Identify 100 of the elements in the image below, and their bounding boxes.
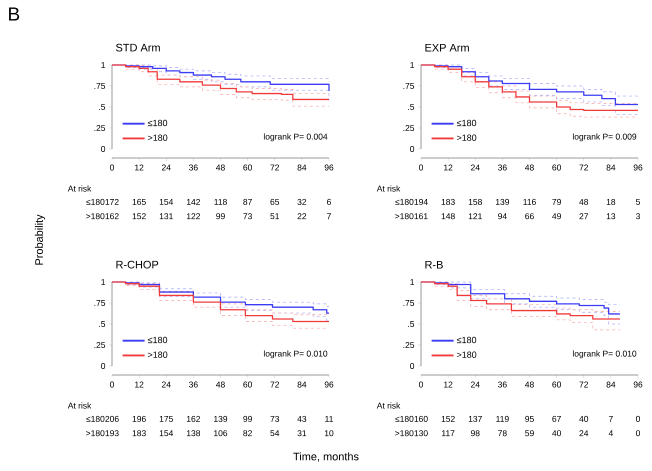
y-tick-label: 1 (101, 279, 106, 285)
x-tick-label: 72 (579, 164, 588, 170)
y-tick-label: .25 (94, 125, 106, 131)
text: 183 (132, 430, 146, 436)
x-tick-label: 72 (579, 382, 588, 388)
legend-label: >180 (456, 134, 476, 141)
text: At risk (68, 402, 92, 409)
x-tick-label: 12 (135, 382, 144, 388)
text: 73 (270, 416, 280, 422)
y-tick-label: 0 (101, 146, 106, 152)
text: 54 (270, 430, 280, 436)
text: 175 (160, 416, 173, 422)
y-tick-label: .25 (403, 125, 414, 131)
x-tick-label: 72 (270, 382, 280, 388)
y-tick-label: 1 (101, 62, 106, 68)
y-tick-label: 0 (410, 146, 414, 152)
y-tick-label: 1 (410, 279, 414, 285)
text: 193 (106, 430, 119, 436)
text: 82 (243, 430, 252, 436)
text: 13 (606, 213, 616, 220)
text: 7 (608, 416, 613, 422)
x-tick-label: 12 (444, 164, 452, 170)
text: 162 (106, 213, 119, 220)
y-tick-label: .25 (403, 342, 414, 348)
text: 94 (498, 213, 507, 220)
text: 31 (297, 430, 306, 436)
x-tick-label: 0 (418, 164, 424, 171)
x-tick-label: 12 (444, 382, 452, 388)
text: 4 (608, 430, 613, 436)
text: B (9, 8, 20, 21)
x-tick-label: 48 (216, 382, 225, 388)
text: >180 (395, 430, 414, 436)
x-tick-label: 48 (524, 382, 534, 388)
y-tick-label: .75 (94, 300, 106, 306)
chart-title: STD Arm (116, 44, 160, 52)
text: 24 (579, 430, 588, 436)
chart-title: R-CHOP (116, 260, 158, 269)
y-tick-label: 0 (410, 363, 414, 369)
x-tick-label: 60 (243, 382, 252, 388)
text: 116 (523, 198, 536, 205)
x-tick-label: 96 (324, 164, 334, 171)
x-tick-label: 36 (498, 382, 507, 388)
text: 152 (442, 416, 455, 422)
text: 87 (243, 198, 252, 205)
legend-label: >180 (148, 352, 168, 358)
text: 130 (414, 430, 428, 436)
text: 194 (414, 198, 428, 205)
text: 152 (132, 213, 146, 220)
x-tick-label: 72 (270, 164, 280, 170)
x-tick-label: 60 (552, 382, 561, 388)
text: At risk (68, 185, 92, 192)
text: 11 (325, 416, 333, 422)
text: 142 (186, 198, 200, 205)
text: 99 (243, 416, 252, 422)
text: 160 (414, 416, 428, 422)
text: 183 (442, 198, 455, 205)
text: 131 (160, 213, 173, 220)
x-tick-label: 0 (110, 382, 114, 388)
text: 139 (496, 198, 510, 205)
x-tick-label: 24 (162, 382, 171, 388)
annotation: logrank P= 0.009 (572, 133, 636, 142)
annotation: logrank P= 0.010 (264, 350, 328, 358)
x-tick-label: 96 (634, 164, 642, 171)
text: 137 (468, 416, 482, 422)
x-tick-label: 0 (418, 382, 424, 388)
text: 67 (552, 416, 561, 422)
legend-label: ≤180 (148, 336, 168, 344)
annotation: logrank P= 0.010 (572, 350, 636, 358)
x-tick-label: 60 (243, 164, 252, 171)
text: 95 (525, 416, 534, 422)
text: 3 (636, 213, 640, 220)
x-tick-label: 12 (135, 164, 144, 170)
x-tick-label: 36 (188, 164, 198, 171)
text: 73 (243, 213, 252, 220)
x-axis-title: Time, months (293, 452, 359, 462)
text: 48 (579, 198, 588, 205)
text: 172 (106, 198, 119, 205)
text: 106 (214, 430, 228, 436)
text: >180 (86, 213, 104, 220)
y-tick-label: .75 (403, 83, 414, 89)
x-tick-label: 36 (188, 382, 198, 388)
y-tick-label: .5 (408, 321, 414, 327)
x-tick-label: 60 (552, 164, 561, 171)
y-tick-label: .25 (94, 342, 106, 348)
x-tick-label: 84 (298, 164, 306, 171)
text: 161 (414, 213, 428, 220)
text: 122 (186, 213, 200, 220)
text: 154 (160, 430, 174, 436)
text: 79 (552, 198, 561, 205)
x-tick-label: 48 (216, 164, 225, 171)
text: 0 (636, 430, 640, 436)
x-tick-label: 48 (524, 164, 534, 171)
text: 158 (468, 198, 482, 205)
legend-label: ≤180 (148, 120, 168, 126)
text: 121 (468, 213, 482, 220)
y-tick-label: .75 (403, 300, 414, 306)
text: ≤180 (395, 198, 414, 205)
text: 6 (327, 198, 331, 205)
text: 165 (132, 198, 146, 205)
chart-title: EXP Arm (425, 44, 469, 52)
